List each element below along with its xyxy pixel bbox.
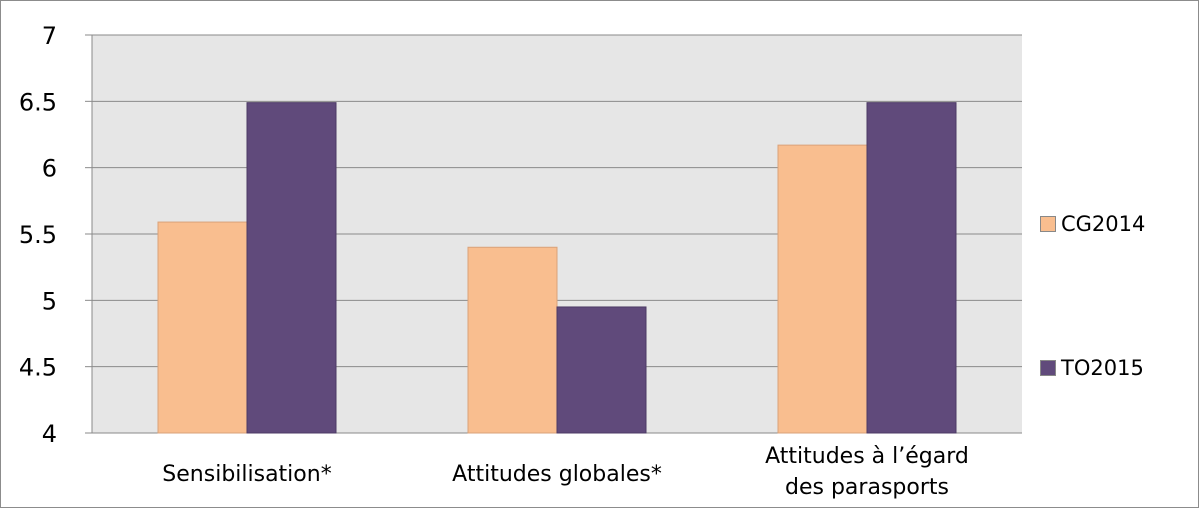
bar-cg2014-3 bbox=[777, 144, 868, 434]
y-tick-label: 4 bbox=[42, 420, 57, 448]
bar-to2015-3 bbox=[866, 102, 957, 434]
y-tick-label: 6.5 bbox=[19, 88, 57, 116]
y-tick-label: 4.5 bbox=[19, 354, 57, 382]
bar-cg2014-1 bbox=[157, 221, 248, 434]
y-tick-label: 7 bbox=[42, 22, 57, 50]
bar-to2015-2 bbox=[556, 306, 647, 434]
y-tick-label: 5.5 bbox=[19, 221, 57, 249]
legend-item-cg2014: CG2014 bbox=[1040, 212, 1145, 236]
legend-label-to2015: TO2015 bbox=[1061, 356, 1144, 380]
legend-label-cg2014: CG2014 bbox=[1061, 212, 1146, 236]
category-label: Attitudes globales* bbox=[452, 462, 662, 487]
legend-swatch-cg2014 bbox=[1040, 216, 1056, 232]
y-tick-label: 6 bbox=[42, 155, 57, 183]
y-tick-label: 5 bbox=[42, 287, 57, 315]
category-label: Sensibilisation* bbox=[162, 462, 331, 487]
legend-item-to2015: TO2015 bbox=[1040, 356, 1144, 380]
legend-swatch-to2015 bbox=[1040, 360, 1056, 376]
category-label: Attitudes à l’égard des parasports bbox=[765, 444, 969, 500]
bar-cg2014-2 bbox=[467, 246, 558, 434]
bar-to2015-1 bbox=[246, 102, 337, 434]
